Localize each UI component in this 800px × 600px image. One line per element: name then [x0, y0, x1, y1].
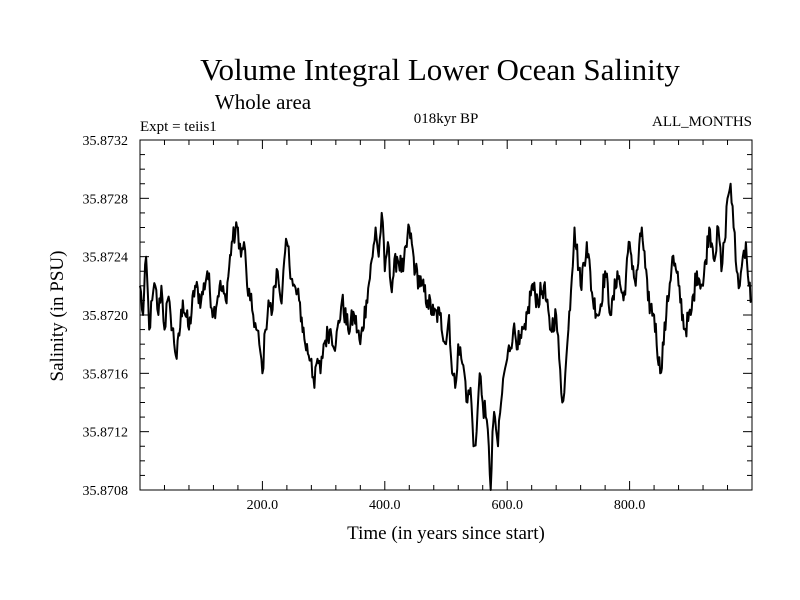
x-tick-label: 200.0	[247, 498, 279, 513]
x-axis-ticks: 200.0 400.0 600.0 800.0	[163, 140, 729, 513]
y-tick-label: 35.8724	[83, 251, 129, 266]
y-tick-label: 35.8720	[83, 309, 129, 324]
y-tick-label: 35.8708	[83, 484, 129, 499]
x-tick-label: 800.0	[614, 498, 646, 513]
salinity-series-line	[139, 182, 753, 491]
y-axis-ticks: 35.8708 35.8712 35.8716 35.8720 35.8724 35.87…	[83, 134, 752, 499]
x-tick-label: 400.0	[369, 498, 401, 513]
plot-frame	[139, 139, 753, 491]
x-tick-label: 600.0	[491, 498, 523, 513]
months-label: ALL_MONTHS	[652, 114, 752, 130]
x-axis-label: Time (in years since start)	[347, 523, 545, 544]
period-label: 018kyr BP	[414, 111, 479, 127]
y-tick-label: 35.8712	[83, 426, 129, 441]
chart-title: Volume Integral Lower Ocean Salinity	[200, 52, 680, 87]
y-tick-label: 35.8716	[83, 367, 129, 382]
y-tick-label: 35.8732	[83, 134, 129, 149]
experiment-label: Expt = teiis1	[140, 119, 217, 135]
y-axis-label: Salinity (in PSU)	[47, 251, 68, 382]
y-tick-label: 35.8728	[83, 192, 129, 207]
chart-subtitle: Whole area	[215, 90, 312, 114]
